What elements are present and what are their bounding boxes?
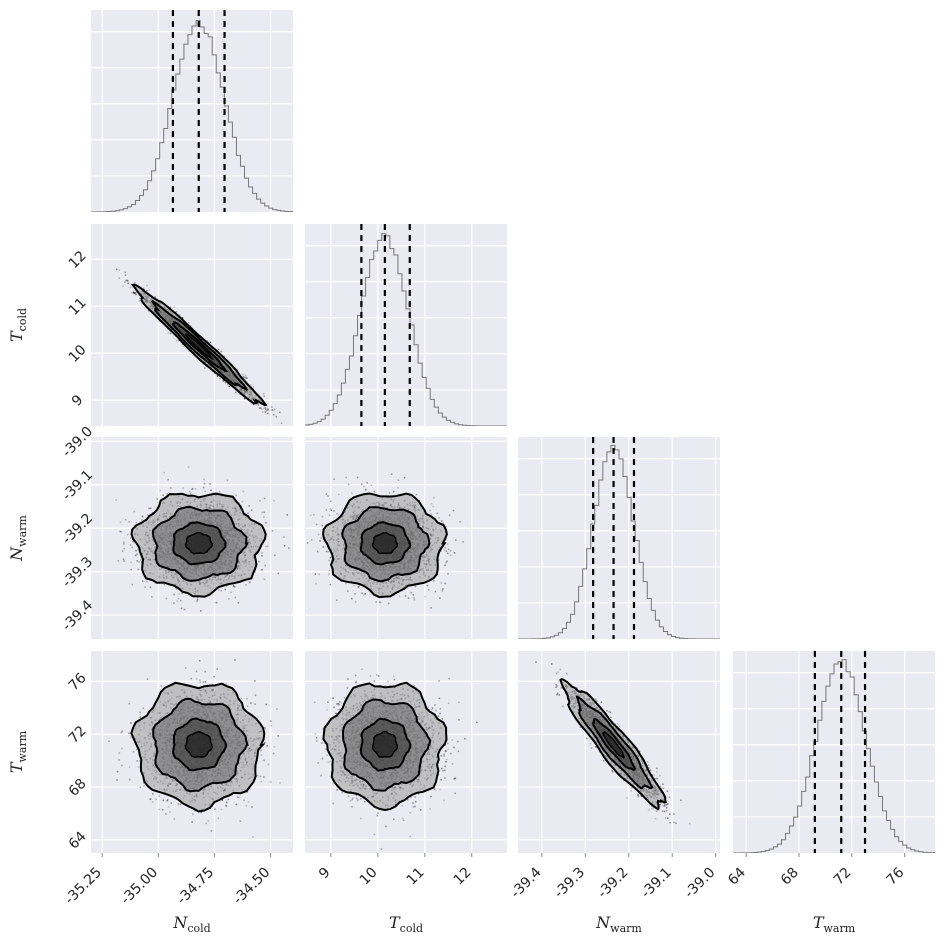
y-tick-label: 72 <box>66 723 90 747</box>
contour-3 <box>184 531 214 555</box>
y-tick-label: 12 <box>66 248 90 272</box>
x-tick-label: -39.3 <box>551 865 588 902</box>
panel-background <box>305 224 507 426</box>
panel-3-1 <box>305 651 507 853</box>
x-tick-label: -39.1 <box>638 865 675 902</box>
contour-3 <box>184 333 215 361</box>
x-tick-label: -39.4 <box>508 864 545 901</box>
histogram-2 <box>518 444 720 639</box>
panel-3-0 <box>91 651 293 853</box>
y-tick-label: 76 <box>66 670 90 694</box>
panel-3-2 <box>518 651 720 853</box>
histogram-0 <box>91 20 293 212</box>
y-tick-label: 11 <box>66 295 90 319</box>
x-axis-label-3: Twarm <box>813 913 856 935</box>
x-axis-label-0: Ncold <box>172 913 210 935</box>
x-tick-label: -34.50 <box>230 865 273 908</box>
y-tick-label: 68 <box>66 776 90 800</box>
x-tick-label: 64 <box>725 864 749 888</box>
y-axis-label-1: Tcold <box>7 308 29 342</box>
x-tick-label: 72 <box>831 865 855 889</box>
x-tick-label: 76 <box>884 864 908 888</box>
y-tick-label: 9 <box>69 392 87 410</box>
y-tick-label: -39.2 <box>59 510 96 547</box>
contour-3 <box>371 531 399 555</box>
x-tick-label: 11 <box>404 865 428 889</box>
y-tick-label: -39.1 <box>59 467 96 504</box>
panel-1-1 <box>305 224 507 426</box>
y-tick-label: -39.3 <box>59 554 96 591</box>
panel-2-0 <box>91 437 293 639</box>
panel-background <box>91 10 293 212</box>
x-axis-label-1: Tcold <box>389 913 423 935</box>
x-tick-label: 12 <box>451 865 475 889</box>
y-tick-label: 64 <box>66 828 90 852</box>
contour-3 <box>184 730 214 758</box>
x-tick-label: -35.25 <box>62 865 105 908</box>
panel-2-2 <box>518 437 720 639</box>
x-tick-label: -34.75 <box>174 865 217 908</box>
contour-3 <box>601 730 625 759</box>
x-tick-label: 68 <box>778 865 802 889</box>
panel-1-0 <box>91 224 293 426</box>
y-tick-label: -39.4 <box>59 597 96 634</box>
x-tick-label: 10 <box>357 865 381 889</box>
panel-background <box>518 437 720 639</box>
panel-2-1 <box>305 437 507 639</box>
panel-3-3 <box>733 651 935 853</box>
y-axis-label-2: Nwarm <box>7 515 29 562</box>
y-tick-label: 10 <box>66 342 90 366</box>
panel-background <box>91 224 293 426</box>
x-axis-label-2: Nwarm <box>595 913 642 935</box>
x-tick-label: -35.00 <box>118 865 161 908</box>
x-tick-label: -39.2 <box>595 865 632 902</box>
panel-background <box>733 651 935 853</box>
y-axis-label-3: Twarm <box>7 730 29 773</box>
histogram-1 <box>305 233 507 426</box>
contour-3 <box>371 730 399 758</box>
y-tick-label: -39.0 <box>59 424 96 461</box>
histogram-3 <box>733 659 935 853</box>
panel-0-0 <box>91 10 293 212</box>
x-tick-label: 9 <box>316 865 334 883</box>
x-tick-label: -39.0 <box>682 865 719 902</box>
